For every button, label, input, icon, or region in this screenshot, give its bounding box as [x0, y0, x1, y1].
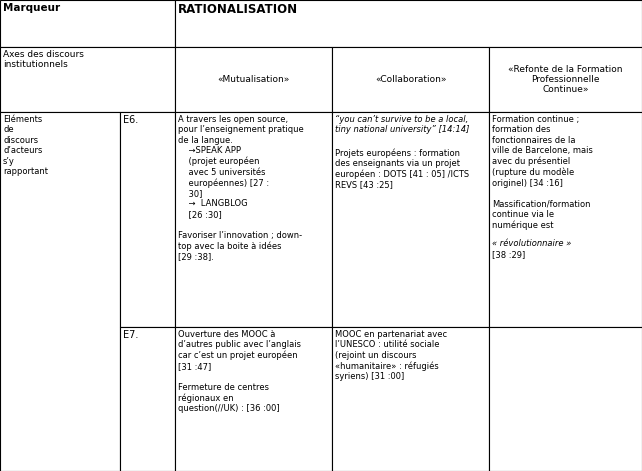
Text: MOOC en partenariat avec
l’UNESCO : utilité sociale
(rejoint un discours
«humani: MOOC en partenariat avec l’UNESCO : util… — [335, 330, 447, 381]
Bar — [0, 47, 175, 112]
Text: RATIONALISATION: RATIONALISATION — [178, 3, 298, 16]
Text: Eléments
de
discours
d’acteurs
s’y
rapportant: Eléments de discours d’acteurs s’y rappo… — [3, 115, 48, 176]
Bar — [332, 327, 489, 471]
Text: « révolutionnaire »: « révolutionnaire » — [492, 239, 571, 248]
Text: Formation continue ;
formation des
fonctionnaires de la
ville de Barcelone, mais: Formation continue ; formation des fonct… — [492, 115, 593, 230]
Bar — [332, 47, 489, 112]
Bar — [175, 47, 332, 112]
Text: “you can’t survive to be a local,
tiny national university” [14:14]: “you can’t survive to be a local, tiny n… — [335, 115, 469, 134]
Text: [38 :29]: [38 :29] — [492, 250, 525, 259]
Bar — [120, 112, 175, 327]
Bar — [175, 0, 642, 47]
Text: E6.: E6. — [123, 115, 138, 125]
Text: A travers les open source,
pour l’enseignement pratique
de la langue.
    →SPEAK: A travers les open source, pour l’enseig… — [178, 115, 304, 261]
Bar — [332, 112, 489, 327]
Bar — [175, 112, 332, 327]
Bar — [0, 112, 120, 471]
Text: Ouverture des MOOC à
d’autres public avec l’anglais
car c’est un projet européen: Ouverture des MOOC à d’autres public ave… — [178, 330, 301, 413]
Text: Axes des discours
institutionnels: Axes des discours institutionnels — [3, 50, 84, 69]
Bar — [489, 47, 642, 112]
Bar — [120, 327, 175, 471]
Text: «Refonte de la Formation
Professionnelle
Continue»: «Refonte de la Formation Professionnelle… — [508, 65, 623, 94]
Text: «Collaboration»: «Collaboration» — [375, 75, 446, 84]
Text: Marqueur: Marqueur — [3, 3, 60, 13]
Bar — [0, 0, 175, 47]
Bar — [489, 327, 642, 471]
Bar — [489, 112, 642, 327]
Text: E7.: E7. — [123, 330, 139, 340]
Text: «Mutualisation»: «Mutualisation» — [217, 75, 290, 84]
Text: Projets européens : formation
des enseignants via un projet
européen : DOTS [41 : Projets européens : formation des enseig… — [335, 138, 469, 189]
Bar — [175, 327, 332, 471]
